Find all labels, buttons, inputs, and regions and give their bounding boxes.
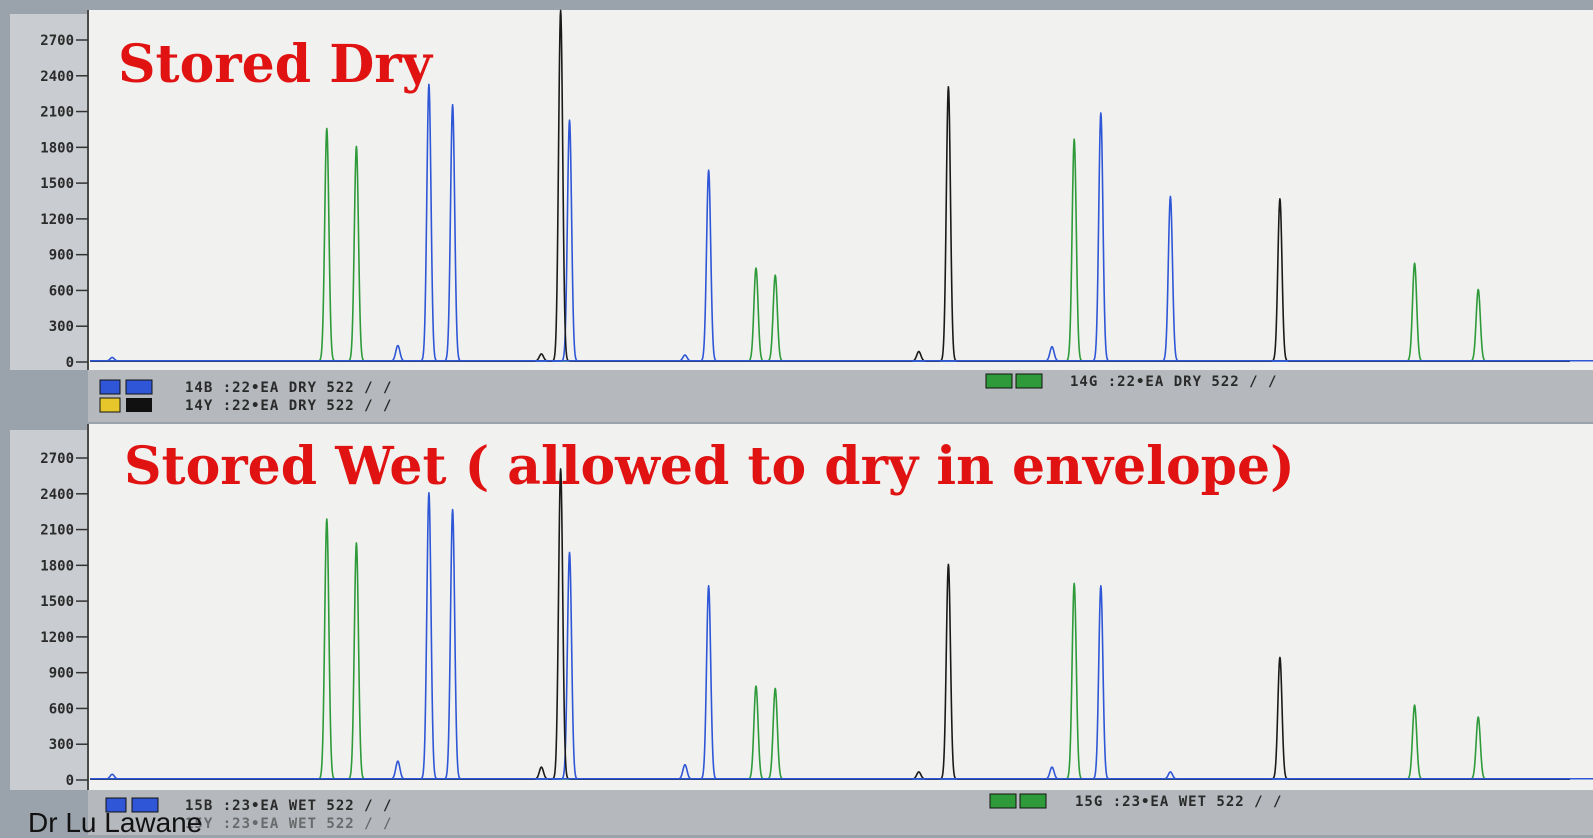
status-label-blue: 14B :22•EA DRY 522 / /: [185, 380, 392, 396]
status-label-green: 14G :22•EA DRY 522 / /: [1070, 374, 1277, 390]
y-axis-strip: [10, 430, 88, 790]
y-tick-label: 900: [49, 248, 74, 264]
author-caption: Dr Lu Lawane: [28, 807, 203, 838]
channel-button-blue-1[interactable]: [99, 379, 121, 395]
y-tick-label: 2700: [40, 451, 74, 467]
trace-lines: [89, 9, 1593, 362]
y-tick-label: 1200: [40, 212, 74, 228]
channel-button-yellow[interactable]: [99, 397, 121, 413]
y-tick-label: 1200: [40, 630, 74, 646]
y-tick-label: 0: [66, 355, 74, 371]
y-tick-label: 2700: [40, 33, 74, 49]
channel-button-green-2[interactable]: [1019, 793, 1047, 809]
chart-title: Stored Wet ( allowed to dry in envelope): [124, 436, 1295, 497]
y-tick-label: 900: [49, 666, 74, 682]
trace-lines: [89, 468, 1593, 780]
status-label-yellow: 14Y :22•EA DRY 522 / /: [185, 398, 392, 414]
plot-area: [88, 424, 1593, 790]
y-tick-label: 2100: [40, 523, 74, 539]
y-tick-label: 600: [49, 283, 74, 299]
status-bar: [88, 370, 1593, 422]
status-label-yellow: 15Y :23•EA WET 522 / /: [185, 816, 392, 832]
status-label-green: 15G :23•EA WET 522 / /: [1075, 794, 1282, 810]
y-tick-label: 1500: [40, 594, 74, 610]
chart-panel-stored-wet: 0 300 600 900 1200 1500 1800 2100 2400 2700 Store…: [10, 424, 1593, 835]
channel-button-green-1[interactable]: [985, 373, 1013, 389]
channel-button-black[interactable]: [126, 398, 152, 412]
channel-button-green-2[interactable]: [1015, 373, 1043, 389]
y-tick-label: 300: [49, 737, 74, 753]
y-tick-label: 1500: [40, 176, 74, 192]
y-tick-label: 2400: [40, 69, 74, 85]
status-label-blue: 15B :23•EA WET 522 / /: [185, 798, 392, 814]
channel-button-green-1[interactable]: [989, 793, 1017, 809]
status-bar: [88, 790, 1593, 835]
y-tick-labels: 0 300 600 900 1200 1500 1800 2100 2400 2700: [40, 451, 88, 789]
y-tick-label: 2400: [40, 487, 74, 503]
y-axis-strip: [10, 14, 88, 370]
chart-title: Stored Dry: [118, 34, 434, 95]
plot-area: [88, 10, 1593, 370]
channel-button-blue-2[interactable]: [131, 797, 159, 813]
y-tick-label: 300: [49, 319, 74, 335]
y-tick-label: 600: [49, 701, 74, 717]
chart-panel-stored-dry: 0 300 600 900 1200 1500 1800 2100 2400 2700 Store…: [10, 9, 1593, 422]
y-tick-label: 0: [66, 773, 74, 789]
y-tick-label: 2100: [40, 105, 74, 121]
y-tick-labels: 0 300 600 900 1200 1500 1800 2100 2400 2700: [40, 33, 88, 371]
channel-button-blue-2[interactable]: [125, 379, 153, 395]
channel-button-blue-1[interactable]: [105, 797, 127, 813]
y-tick-label: 1800: [40, 140, 74, 156]
y-tick-label: 1800: [40, 558, 74, 574]
